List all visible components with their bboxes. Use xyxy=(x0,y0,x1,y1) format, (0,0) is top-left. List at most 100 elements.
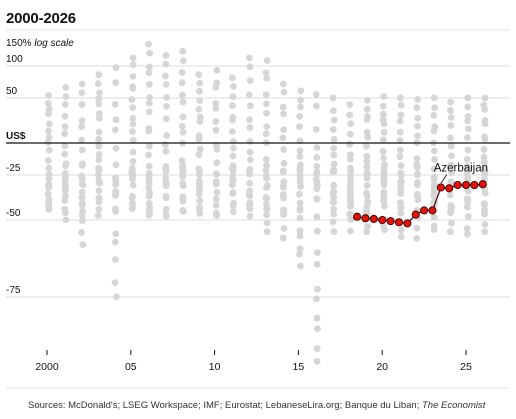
background-dot xyxy=(296,112,304,120)
background-dot xyxy=(178,122,186,130)
background-dot xyxy=(430,175,438,183)
background-dot xyxy=(447,207,455,215)
background-dot xyxy=(61,142,69,150)
background-dot xyxy=(363,142,370,150)
background-dot xyxy=(95,135,103,143)
background-dot xyxy=(62,192,69,200)
background-dot xyxy=(162,115,170,123)
background-dot xyxy=(78,89,86,97)
background-dot xyxy=(246,63,254,71)
background-dot xyxy=(44,157,52,164)
background-dot xyxy=(380,188,388,196)
background-dot xyxy=(95,100,103,108)
background-dot xyxy=(213,66,221,74)
background-dot xyxy=(464,187,472,195)
background-dot xyxy=(111,238,119,246)
background-dot xyxy=(431,123,439,131)
background-dot xyxy=(296,190,303,198)
background-dot xyxy=(313,295,320,303)
background-dot xyxy=(179,162,187,169)
background-dot xyxy=(447,114,455,121)
background-dot xyxy=(263,57,271,64)
background-dot xyxy=(279,80,287,88)
background-dot xyxy=(430,147,438,155)
background-dot xyxy=(363,105,371,113)
background-dot xyxy=(78,117,86,124)
background-dot xyxy=(413,224,421,232)
background-dot xyxy=(196,79,204,87)
background-dot xyxy=(448,169,455,177)
background-dot xyxy=(95,71,103,79)
background-dot xyxy=(44,99,52,107)
background-dot xyxy=(380,164,388,172)
background-dot xyxy=(447,161,455,169)
background-dot xyxy=(448,219,455,227)
background-dot xyxy=(313,195,321,203)
background-dot xyxy=(212,201,220,209)
background-dot xyxy=(481,133,488,141)
annotation-leader xyxy=(440,174,448,184)
background-dot xyxy=(481,228,488,236)
background-dot xyxy=(45,171,53,179)
background-dot xyxy=(146,94,154,101)
background-dot xyxy=(313,260,321,268)
background-dot xyxy=(346,172,354,180)
background-dot xyxy=(62,93,70,100)
background-dot xyxy=(330,188,337,196)
background-dot xyxy=(262,130,270,138)
background-dot xyxy=(296,232,304,240)
background-dot xyxy=(347,120,355,128)
background-dot xyxy=(162,206,170,214)
background-dot xyxy=(396,94,404,102)
background-dot xyxy=(246,124,254,131)
background-dot xyxy=(246,205,254,213)
y-tick-label: 50 xyxy=(6,86,18,97)
background-dot xyxy=(363,168,371,176)
background-dot xyxy=(263,201,270,208)
x-tick-label: 20 xyxy=(376,361,388,373)
background-dot xyxy=(463,225,471,233)
background-dot xyxy=(312,125,320,133)
background-dot xyxy=(45,120,53,128)
chart-title: 2000-2026 xyxy=(6,10,76,27)
background-dot xyxy=(397,200,405,208)
background-dot xyxy=(61,130,69,138)
background-dot xyxy=(96,110,103,118)
background-dot xyxy=(78,194,86,202)
background-dot xyxy=(145,69,153,77)
background-dot xyxy=(330,166,337,174)
background-dot xyxy=(397,226,405,234)
background-dot xyxy=(447,142,455,150)
background-dot xyxy=(179,179,187,187)
background-dot xyxy=(464,103,472,111)
background-dot xyxy=(79,217,86,225)
background-dot xyxy=(229,102,236,110)
background-dot xyxy=(111,279,119,287)
background-dot xyxy=(162,80,170,88)
background-dot xyxy=(112,175,120,182)
background-dot xyxy=(280,88,288,96)
background-dot xyxy=(363,182,371,189)
background-dot xyxy=(162,168,170,175)
background-dot xyxy=(246,192,254,200)
background-dot xyxy=(464,146,472,154)
background-dot xyxy=(112,256,119,263)
background-dot xyxy=(112,116,120,124)
background-dot xyxy=(161,141,169,149)
series-point xyxy=(369,214,378,223)
footer-sources-text: Sources: McDonald's; LSEG Workspace; IMF… xyxy=(28,400,420,411)
background-dot xyxy=(129,120,137,128)
background-dot xyxy=(279,193,287,200)
background-dot xyxy=(95,94,103,102)
background-dot xyxy=(313,162,321,170)
background-dot xyxy=(314,249,321,256)
background-dot xyxy=(162,211,170,219)
background-dot xyxy=(330,160,338,168)
background-dot xyxy=(263,205,270,213)
background-dot xyxy=(163,102,170,110)
background-dot xyxy=(95,206,103,213)
background-dot xyxy=(246,138,254,145)
series-point xyxy=(445,184,454,193)
background-dot xyxy=(379,110,387,118)
background-dot xyxy=(329,94,337,102)
